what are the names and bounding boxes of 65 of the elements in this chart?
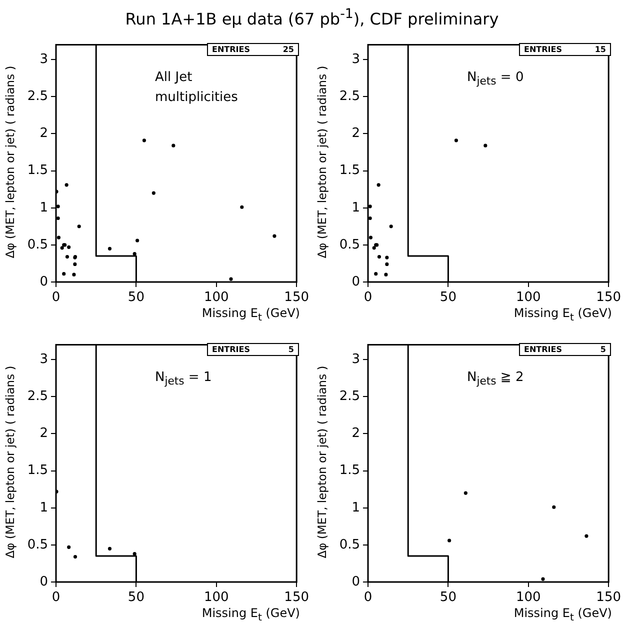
x-axis-title: Missing E$_{t}$ (GeV) (514, 306, 612, 324)
annotation: 25 (282, 44, 294, 54)
y-tick-label: 0 (352, 274, 360, 290)
x-tick-label: 50 (128, 290, 144, 306)
x-tick-label: 0 (52, 290, 60, 306)
annotation: ENTRIES (524, 44, 562, 54)
x-tick-label: 100 (204, 290, 229, 306)
y-tick-label: 0 (40, 574, 48, 590)
annotation: N$_{jets}$ = 0 (467, 69, 525, 90)
y-tick-label: 1.5 (27, 463, 48, 478)
x-tick-label: 100 (204, 590, 229, 606)
y-tick-label: 0.5 (339, 537, 360, 552)
y-tick-label: 2 (40, 126, 48, 142)
annotation: N$_{jets}$ = 1 (155, 369, 213, 390)
y-tick-label: 0 (40, 274, 48, 290)
y-tick-label: 0 (352, 574, 360, 590)
y-tick-label: 2.5 (339, 389, 360, 404)
annotation: ENTRIES (212, 344, 250, 354)
y-axis-title: Δφ (MET, lepton or jet) ( radians ) (315, 364, 330, 560)
annotation: ENTRIES (524, 344, 562, 354)
y-tick-label: 3 (40, 52, 48, 67)
y-tick-label: 3 (352, 352, 360, 367)
y-tick-label: 3 (40, 352, 48, 367)
annotation: 5 (288, 344, 294, 354)
y-tick-label: 1.5 (339, 463, 360, 478)
y-tick-label: 0.5 (27, 537, 48, 552)
y-tick-label: 1.5 (27, 163, 48, 178)
x-axis-title: Missing E$_{t}$ (GeV) (202, 606, 300, 624)
x-tick-label: 50 (440, 290, 456, 306)
chart-title: Run 1A+1B eμ data (67 pb$^{-1}$), CDF preliminary (124, 6, 500, 30)
y-tick-label: 0.5 (339, 237, 360, 252)
y-tick-label: 1.5 (339, 163, 360, 178)
annotation: N$_{jets}$ ≧ 2 (467, 369, 525, 390)
y-tick-label: 1 (352, 200, 360, 216)
x-tick-label: 0 (364, 290, 372, 306)
y-tick-label: 1 (40, 200, 48, 216)
y-tick-label: 2 (352, 126, 360, 142)
y-axis-title: Δφ (MET, lepton or jet) ( radians ) (315, 64, 330, 260)
y-tick-label: 1 (40, 500, 48, 516)
y-tick-label: 1 (352, 500, 360, 516)
x-tick-label: 150 (596, 290, 622, 306)
x-tick-label: 100 (516, 290, 541, 306)
y-tick-label: 2 (352, 426, 360, 442)
y-tick-label: 2 (40, 426, 48, 442)
annotation: 5 (600, 344, 606, 354)
x-tick-label: 0 (52, 590, 60, 606)
y-tick-label: 3 (352, 52, 360, 67)
x-tick-label: 50 (128, 590, 144, 606)
x-tick-label: 150 (596, 590, 622, 606)
y-tick-label: 2.5 (27, 89, 48, 104)
y-tick-label: 2.5 (27, 389, 48, 404)
x-axis-title: Missing E$_{t}$ (GeV) (202, 306, 300, 324)
x-tick-label: 100 (516, 590, 541, 606)
x-tick-label: 150 (284, 290, 310, 306)
y-axis-title: Δφ (MET, lepton or jet) ( radians ) (3, 64, 18, 260)
y-tick-label: 2.5 (339, 89, 360, 104)
annotation: 15 (594, 44, 606, 54)
x-tick-label: 0 (364, 590, 372, 606)
x-tick-label: 50 (440, 590, 456, 606)
x-axis-title: Missing E$_{t}$ (GeV) (514, 606, 612, 624)
y-axis-title: Δφ (MET, lepton or jet) ( radians ) (3, 364, 18, 560)
y-tick-label: 0.5 (27, 237, 48, 252)
annotation: ENTRIES (212, 44, 250, 54)
x-tick-label: 150 (284, 590, 310, 606)
annotation: All Jet multiplicities (155, 69, 239, 107)
